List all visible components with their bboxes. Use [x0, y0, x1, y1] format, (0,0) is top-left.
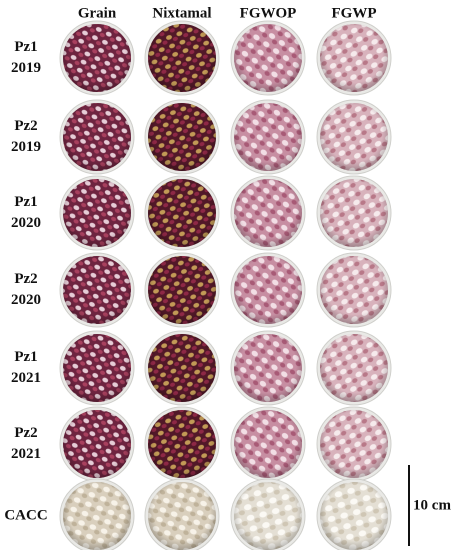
column-header: FGWP	[332, 5, 377, 21]
row-label: CACC	[4, 507, 47, 523]
row-label: 2019	[11, 139, 41, 155]
plate-shade	[234, 410, 302, 478]
plate-grid: Grain Nixtamal FGWOP FGWP Pz1 2019 Pz2 2019 Pz1 2…	[4, 5, 392, 550]
plate-shade	[234, 482, 302, 550]
plate-shade	[63, 103, 131, 171]
plate-shade	[320, 24, 388, 92]
plate-shade	[320, 103, 388, 171]
row-label: Pz2	[14, 425, 37, 441]
plate-shade	[320, 256, 388, 324]
plate-shade	[63, 482, 131, 550]
plate-shade	[148, 482, 216, 550]
row-label: Pz2	[14, 118, 37, 134]
plate-shade	[234, 179, 302, 247]
plate-shade	[63, 334, 131, 402]
plate-shade	[234, 24, 302, 92]
row-label: Pz1	[14, 349, 37, 365]
column-header: FGWOP	[240, 5, 297, 21]
row-label: Pz1	[14, 39, 37, 55]
row-label: 2021	[11, 446, 41, 462]
plate-shade	[234, 103, 302, 171]
plate-shade	[320, 179, 388, 247]
plate-shade	[148, 24, 216, 92]
plate-shade	[148, 334, 216, 402]
plate-shade	[320, 482, 388, 550]
row-label: 2021	[11, 370, 41, 386]
plate-shade	[63, 24, 131, 92]
plate-shade	[320, 410, 388, 478]
plate-shade	[148, 103, 216, 171]
row-label: Pz2	[14, 271, 37, 287]
column-header: Nixtamal	[152, 5, 211, 21]
plate-shade	[63, 410, 131, 478]
row-label: Pz1	[14, 194, 37, 210]
column-header: Grain	[78, 5, 117, 21]
plate-shade	[320, 334, 388, 402]
plate-shade	[234, 256, 302, 324]
plate-shade	[148, 410, 216, 478]
scale-bar-label: 10 cm	[413, 497, 451, 513]
plate-shade	[63, 179, 131, 247]
plate-shade	[63, 256, 131, 324]
plate-shade	[234, 334, 302, 402]
plate-shade	[148, 179, 216, 247]
plate-shade	[148, 256, 216, 324]
row-label: 2020	[11, 215, 41, 231]
row-label: 2020	[11, 292, 41, 308]
row-label: 2019	[11, 60, 41, 76]
